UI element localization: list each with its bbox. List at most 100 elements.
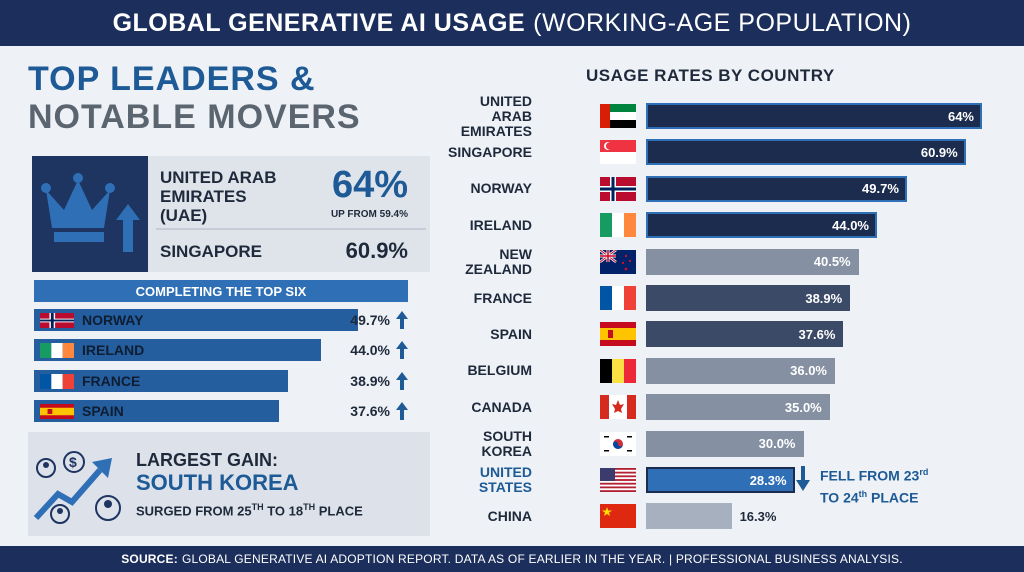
top-six-bar xyxy=(34,369,288,392)
top-six-row: NORWAY 49.7% xyxy=(34,309,414,331)
belgium-flag-icon xyxy=(600,358,636,383)
top-six-value: 37.6% xyxy=(350,402,390,419)
category-label: UNITED ARAB EMIRATES xyxy=(460,92,532,139)
divider xyxy=(156,228,426,230)
leader-value: 64% xyxy=(331,164,408,206)
ireland-flag-icon xyxy=(40,343,74,359)
up-arrow-icon xyxy=(396,311,408,329)
top-six-row: FRANCE 38.9% xyxy=(34,369,414,392)
data-label: 35.0% xyxy=(784,399,822,415)
bar xyxy=(646,321,844,348)
chart-row: CHINA 16.3% xyxy=(440,501,1000,531)
bar xyxy=(646,285,851,311)
category-label: CHINA xyxy=(487,507,532,524)
data-label: 28.3% xyxy=(749,472,787,488)
bar xyxy=(646,357,835,384)
top-six-bar xyxy=(34,339,321,362)
left-title-line1: TOP LEADERS & xyxy=(28,60,316,98)
top-six-name: FRANCE xyxy=(82,372,141,389)
france-flag-icon xyxy=(40,373,74,389)
up-arrow-icon xyxy=(396,341,408,360)
category-label: NEW ZEALAND xyxy=(465,245,532,277)
top-six-name: NORWAY xyxy=(82,312,144,328)
chart-row: IRELAND 44.0% xyxy=(440,210,1000,240)
leader-name: UNITED ARAB EMIRATES (UAE) xyxy=(160,168,277,225)
bar xyxy=(646,103,982,129)
header-title: GLOBAL GENERATIVE AI USAGE (WORKING-AGE … xyxy=(0,0,1024,46)
chart-row: SPAIN 37.6% xyxy=(440,319,1000,349)
data-label: 40.5% xyxy=(813,254,851,270)
category-label: SOUTH KOREA xyxy=(481,427,532,459)
bar xyxy=(646,430,804,457)
category-label: SINGAPORE xyxy=(447,143,532,160)
largest-gain-box: $ LARGEST GAIN: SOUTH KOREA SURGED FROM … xyxy=(28,432,430,536)
norway-flag-icon xyxy=(40,313,74,328)
category-label: FRANCE xyxy=(473,289,532,306)
china-flag-icon xyxy=(600,504,636,529)
chart-title: USAGE RATES BY COUNTRY xyxy=(586,66,835,85)
bar xyxy=(646,212,877,239)
category-label: NORWAY xyxy=(470,180,532,197)
second-name: SINGAPORE xyxy=(160,242,263,261)
svg-text:$: $ xyxy=(69,454,77,470)
left-title-line2: NOTABLE MOVERS xyxy=(28,98,361,136)
bar xyxy=(646,467,795,493)
bar xyxy=(646,139,966,166)
top-six-banner: COMPLETING THE TOP SIX xyxy=(34,280,408,302)
data-label: 64% xyxy=(947,108,974,124)
chart-row: SINGAPORE 60.9% xyxy=(440,137,1000,167)
category-label: BELGIUM xyxy=(467,362,532,379)
top-six-value: 38.9% xyxy=(350,372,390,389)
top-six-row: SPAIN 37.6% xyxy=(34,399,414,422)
spain-flag-icon xyxy=(600,322,636,347)
left-title: TOP LEADERS & NOTABLE MOVERS xyxy=(28,60,430,136)
bar xyxy=(646,503,732,530)
up-arrow-icon xyxy=(396,401,408,420)
top-six-row: IRELAND 44.0% xyxy=(34,339,414,362)
uae-flag-icon xyxy=(600,104,636,128)
up-arrow-icon xyxy=(116,204,140,252)
chart-row: UNITED ARAB EMIRATES 64% xyxy=(440,92,1000,139)
top-six-value: 49.7% xyxy=(350,312,390,328)
title-sub: (WORKING-AGE POPULATION) xyxy=(533,8,912,37)
category-label: IRELAND xyxy=(469,216,532,233)
crown-icon-panel xyxy=(32,156,148,272)
bar xyxy=(646,175,907,202)
usa-flag-icon xyxy=(600,468,636,492)
france-flag-icon xyxy=(600,286,636,310)
gain-country: SOUTH KOREA xyxy=(136,470,299,495)
growth-icon: $ xyxy=(33,451,121,524)
data-label: 30.0% xyxy=(758,436,796,452)
top-six-name: IRELAND xyxy=(82,342,145,359)
category-label: UNITED STATES xyxy=(478,464,532,495)
chart-row: CANADA 35.0% xyxy=(440,392,1000,422)
category-label: CANADA xyxy=(471,398,532,415)
top-six-bar xyxy=(34,309,358,331)
data-label: 38.9% xyxy=(805,290,843,306)
gain-description: SURGED FROM 25TH TO 18TH PLACE xyxy=(136,502,363,519)
source-label: SOURCE: xyxy=(121,552,178,566)
category-label: SPAIN xyxy=(490,325,532,342)
gain-title: LARGEST GAIN: xyxy=(136,450,278,470)
singapore-flag-icon xyxy=(600,140,636,165)
chart-row: SOUTH KOREA 30.0% xyxy=(440,427,1000,459)
title-main: GLOBAL GENERATIVE AI USAGE xyxy=(112,8,526,37)
data-label: 37.6% xyxy=(798,326,836,342)
bar xyxy=(646,248,859,275)
crown-icon xyxy=(41,173,140,252)
us-rank-note: FELL FROM 23rd TO 24th PLACE xyxy=(820,467,929,506)
down-arrow-icon xyxy=(796,466,810,491)
data-label: 44.0% xyxy=(832,217,869,233)
southkorea-flag-icon xyxy=(600,431,636,456)
leader-change: UP FROM 59.4% xyxy=(330,209,408,220)
top-six-value: 44.0% xyxy=(350,342,390,359)
up-arrow-icon xyxy=(396,371,408,390)
data-label: 16.3% xyxy=(739,508,777,524)
chart-row: NORWAY 49.7% xyxy=(440,174,1000,204)
bar xyxy=(646,394,830,421)
leader-box: UNITED ARAB EMIRATES (UAE) 64% UP FROM 5… xyxy=(32,156,430,272)
norway-flag-icon xyxy=(600,176,636,201)
data-label: 36.0% xyxy=(790,363,827,379)
ireland-flag-icon xyxy=(600,213,636,238)
spain-flag-icon xyxy=(40,403,74,419)
